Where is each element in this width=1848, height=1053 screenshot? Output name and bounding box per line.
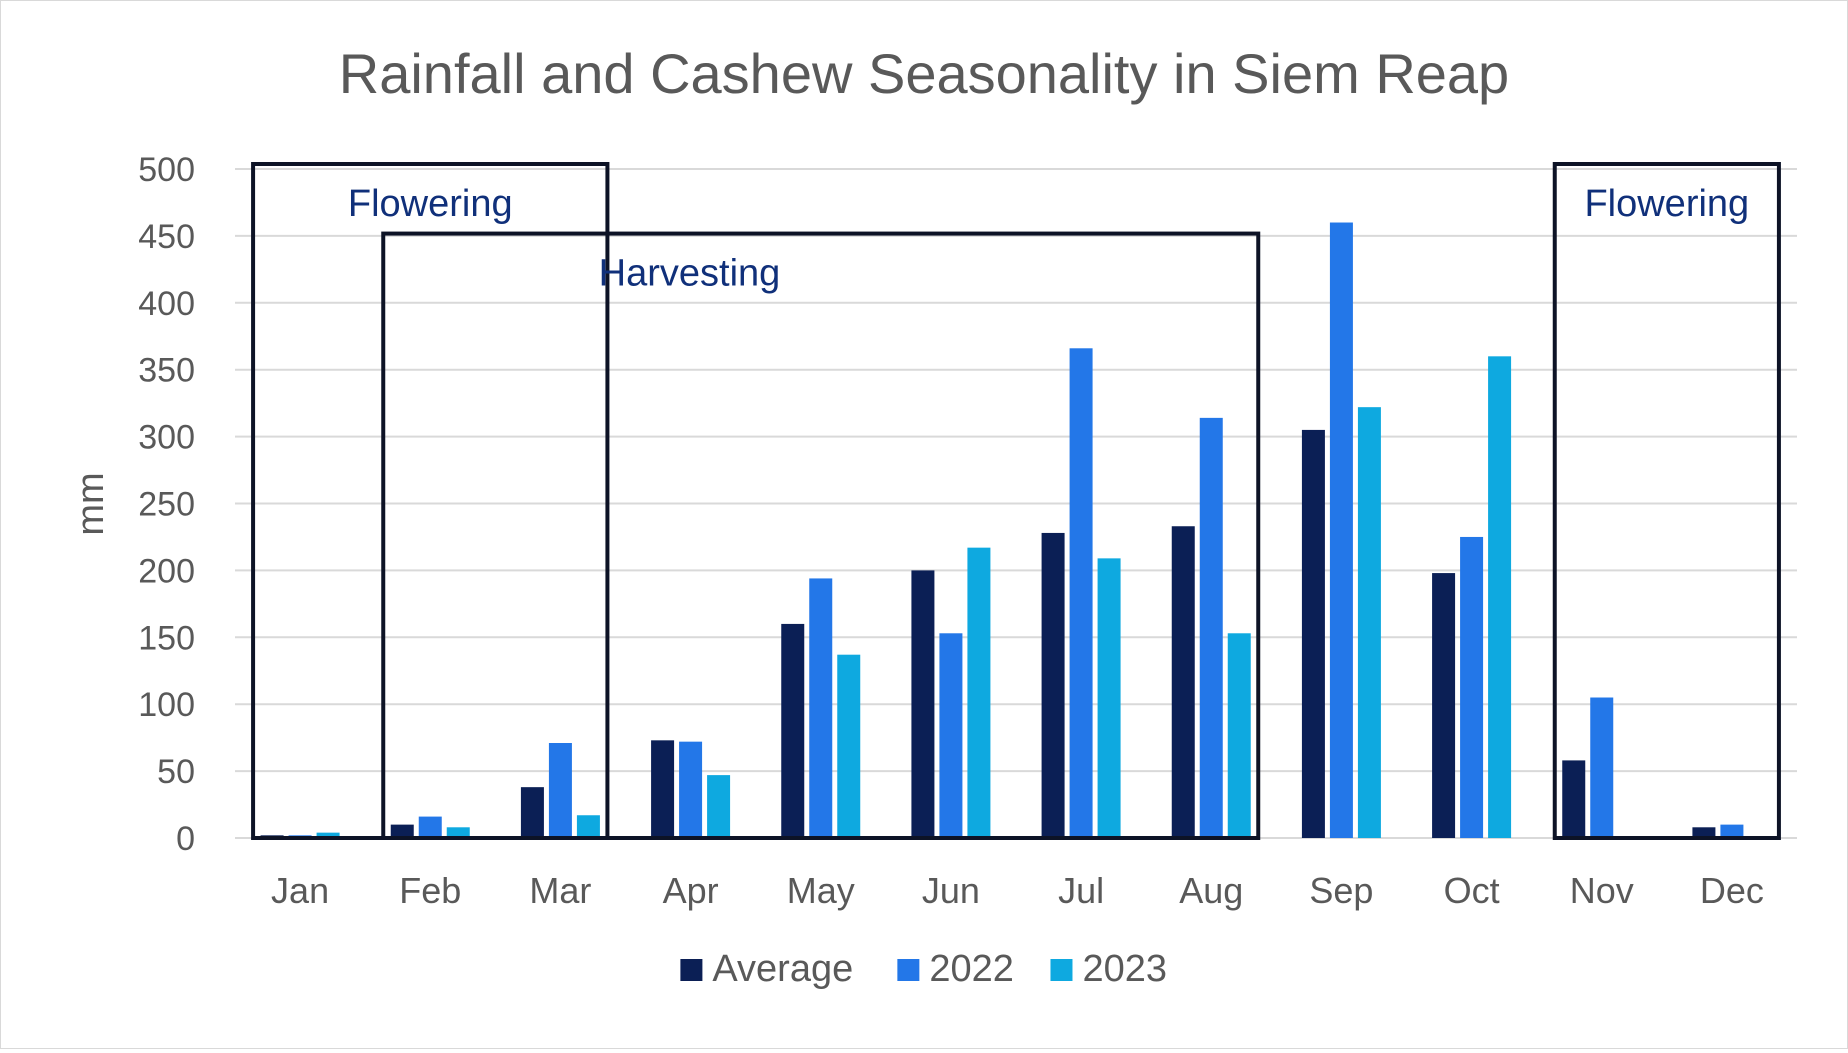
legend: Average 2022 2023 <box>680 948 1167 990</box>
bar-average-nov <box>1562 760 1586 838</box>
legend-label: 2023 <box>1082 948 1167 990</box>
annotation-box-flowering <box>251 162 610 840</box>
chart-title: Rainfall and Cashew Seasonality in Siem … <box>339 42 1509 105</box>
x-tick-label: Jul <box>1058 870 1104 911</box>
annotation-box-flowering <box>1552 162 1781 840</box>
bar-average-mar <box>520 787 544 838</box>
legend-label: 2022 <box>929 948 1014 990</box>
bar-2022-may <box>809 578 833 838</box>
bar-2023-jun <box>967 547 991 838</box>
bar-2022-feb <box>418 816 442 838</box>
bar-2023-mar <box>576 815 600 838</box>
bar-2023-jul <box>1097 558 1121 838</box>
x-tick-label: Jun <box>922 870 980 911</box>
y-tick-label: 200 <box>138 552 195 590</box>
bars <box>260 222 1744 838</box>
x-tick-label: Apr <box>663 870 719 911</box>
bar-2023-may <box>837 654 861 838</box>
annotation-label: Flowering <box>1584 183 1749 225</box>
x-tick-label: Jan <box>271 870 329 911</box>
y-tick-label: 150 <box>138 619 195 657</box>
bar-2023-jan <box>316 832 340 838</box>
bar-2022-aug <box>1199 417 1223 838</box>
bar-average-oct <box>1432 573 1456 838</box>
bar-2022-jun <box>939 633 963 838</box>
bar-2022-oct <box>1460 536 1484 838</box>
bar-2023-apr <box>707 775 731 838</box>
x-tick-label: Dec <box>1700 870 1764 911</box>
bar-2022-nov <box>1590 697 1614 838</box>
bar-2022-mar <box>548 743 572 838</box>
y-tick-label: 350 <box>138 352 195 390</box>
x-tick-label: May <box>787 870 855 911</box>
annotation-label: Flowering <box>348 183 513 225</box>
y-tick-label: 450 <box>138 218 195 256</box>
legend-swatch-average <box>680 959 703 981</box>
y-tick-label: 250 <box>138 486 195 524</box>
bar-2022-sep <box>1329 222 1353 838</box>
bar-2023-oct <box>1488 356 1512 838</box>
x-tick-label: Sep <box>1309 870 1373 911</box>
bar-average-jun <box>911 570 935 838</box>
bar-average-apr <box>651 740 675 838</box>
bar-2023-feb <box>446 827 470 838</box>
y-axis-ticks: 0 50 100 150 200 250 300 350 400 450 500 <box>138 151 195 858</box>
annotation-label: Harvesting <box>599 253 781 295</box>
y-tick-label: 0 <box>176 820 195 858</box>
bar-average-jul <box>1041 532 1065 838</box>
bar-2023-aug <box>1227 633 1251 838</box>
bar-2022-jul <box>1069 348 1093 838</box>
y-tick-label: 400 <box>138 285 195 323</box>
bar-average-dec <box>1692 827 1716 838</box>
season-annotations: Flowering Harvesting Flowering <box>251 162 1781 841</box>
x-tick-label: Nov <box>1570 870 1634 911</box>
x-tick-label: Mar <box>529 870 591 911</box>
legend-swatch-2022 <box>897 959 920 981</box>
bar-average-sep <box>1301 429 1325 838</box>
y-tick-label: 100 <box>138 686 195 724</box>
bar-average-may <box>781 623 805 838</box>
bar-2023-sep <box>1357 407 1381 838</box>
bar-average-feb <box>390 824 414 838</box>
y-tick-label: 500 <box>138 151 195 189</box>
x-tick-label: Feb <box>399 870 461 911</box>
gridlines <box>235 168 1797 839</box>
bar-average-aug <box>1171 526 1195 838</box>
x-axis-ticks: Jan Feb Mar Apr May Jun Jul Aug Sep Oct Nov Dec <box>271 870 1764 911</box>
annotation-box-harvesting <box>381 231 1261 841</box>
x-tick-label: Aug <box>1179 870 1243 911</box>
bar-2022-dec <box>1720 824 1744 838</box>
y-tick-label: 300 <box>138 419 195 457</box>
legend-swatch-2023 <box>1050 959 1073 981</box>
y-tick-label: 50 <box>157 753 195 791</box>
x-tick-label: Oct <box>1444 870 1500 911</box>
legend-label: Average <box>712 948 853 990</box>
y-axis-label: mm <box>70 472 112 535</box>
bar-2022-apr <box>679 741 703 838</box>
